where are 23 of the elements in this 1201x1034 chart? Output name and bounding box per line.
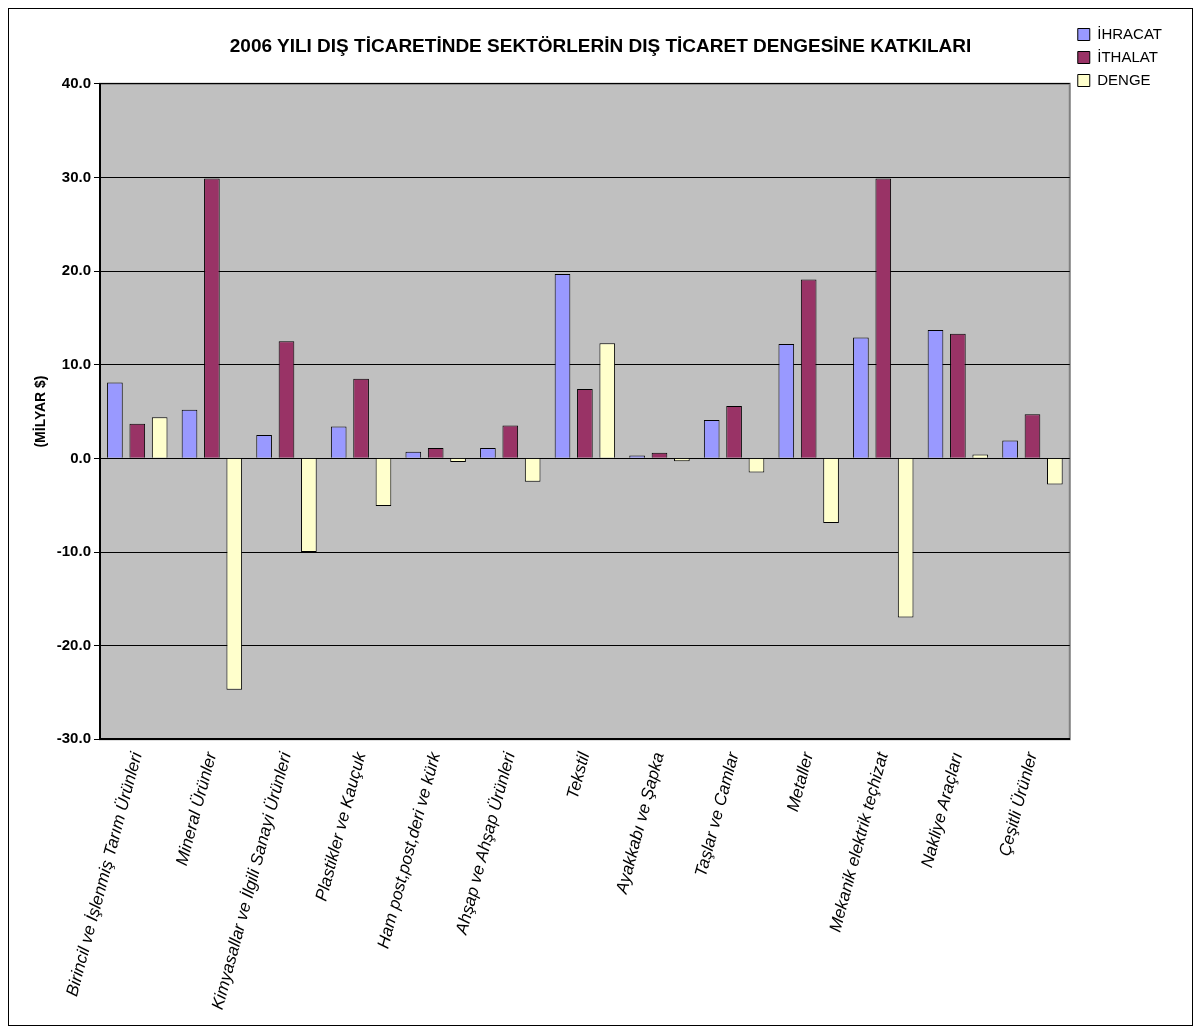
y-tick-label: -10.0 [56, 542, 91, 560]
legend-label: İHRACAT [1097, 24, 1163, 42]
y-tick-label: 40.0 [61, 73, 91, 91]
x-tick-label: Metaller [783, 748, 818, 814]
y-tick-label: -20.0 [56, 635, 91, 653]
legend-label: DENGE [1097, 70, 1151, 88]
y-tick-label: 10.0 [61, 354, 91, 372]
x-tick-label: Mekanik elektrik teçhizat [825, 749, 893, 935]
x-tick-label: Nakliye Araçları [917, 750, 967, 870]
x-tick-label: Plastikler ve Kauçuk [311, 748, 370, 904]
x-tick-label: Mineral Ürünler [171, 748, 221, 868]
x-tick-label: Çeşitli Ürünler [994, 748, 1042, 859]
y-tick-label: -30.0 [56, 729, 91, 747]
y-tick-label: 0.0 [70, 448, 91, 466]
y-tick-label: 30.0 [61, 167, 91, 185]
legend-label: İTHALAT [1097, 47, 1158, 65]
y-axis-title: (MİLYAR $) [32, 375, 49, 448]
x-tick-label: Ahşap ve Ahşap Ürünleri [451, 749, 520, 938]
x-tick-label: Tekstil [562, 749, 594, 802]
x-tick-label: Taşlar ve Camlar [691, 748, 743, 879]
x-tick-label: Ayakkabı ve Şapka [611, 750, 668, 897]
chart-title: 2006 YILI DIŞ TİCARETİNDE SEKTÖRLERİN DIŞ TİCARET DENGESİNE KATKILARI [229, 34, 972, 56]
y-tick-label: 20.0 [61, 261, 91, 279]
